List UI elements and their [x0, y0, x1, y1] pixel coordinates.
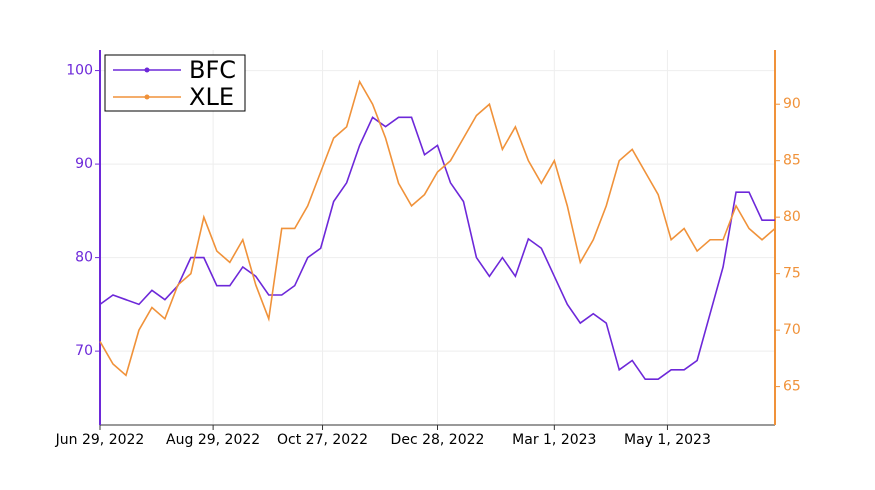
y-tick-label: 70: [75, 343, 93, 359]
legend-marker: [144, 94, 150, 100]
y2-tick-label: 85: [783, 153, 801, 169]
y2-tick-label: 70: [783, 322, 801, 338]
legend-marker: [144, 67, 150, 73]
x-tick-label: Oct 27, 2022: [277, 432, 368, 448]
y2-tick-label: 65: [783, 379, 801, 395]
legend-label: XLE: [189, 83, 234, 111]
x-tick-label: May 1, 2023: [624, 432, 711, 448]
x-tick-label: Mar 1, 2023: [512, 432, 596, 448]
x-tick-label: Aug 29, 2022: [166, 432, 260, 448]
y-tick-label: 100: [66, 63, 93, 79]
legend-box: [104, 54, 246, 112]
y-tick-label: 80: [75, 250, 93, 266]
y-tick-label: 90: [75, 156, 93, 172]
y2-tick-label: 75: [783, 266, 801, 282]
line-series: [99, 79, 776, 377]
x-tick-label: Jun 29, 2022: [55, 432, 145, 448]
line-series: [99, 116, 775, 380]
x-tick-label: Dec 28, 2022: [391, 432, 485, 448]
y2-tick-label: 80: [783, 209, 801, 225]
y2-tick-label: 90: [783, 96, 801, 112]
legend-label: BFC: [189, 56, 236, 84]
